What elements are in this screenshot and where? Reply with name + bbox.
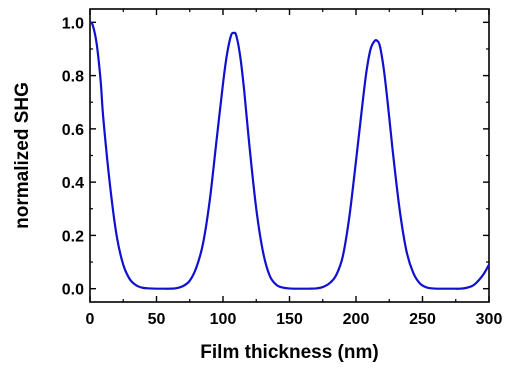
y-axis-ticks: 0.0 0.2 0.4 0.6 0.8 1.0 <box>62 15 489 299</box>
plot-frame <box>89 8 490 303</box>
y-axis-label: normalized SHG <box>12 82 33 229</box>
x-tick-label: 200 <box>343 311 370 328</box>
y-tick-label: 1.0 <box>62 15 84 32</box>
x-tick-label: 100 <box>210 311 237 328</box>
y-tick-label: 0.4 <box>62 175 84 192</box>
y-tick-label: 0.8 <box>62 69 84 86</box>
x-tick-label: 150 <box>276 311 303 328</box>
x-axis-label: Film thickness (nm) <box>200 342 378 363</box>
plot-area: 0 50 100 150 200 250 300 0.0 0.2 0.4 0.6 0.8 1.0 <box>62 8 503 328</box>
y-tick-label: 0.6 <box>62 122 84 139</box>
x-tick-label: 300 <box>476 311 503 328</box>
x-tick-label: 0 <box>86 311 95 328</box>
series-line <box>89 21 490 290</box>
y-tick-label: 0.2 <box>62 228 84 245</box>
x-tick-label: 50 <box>148 311 166 328</box>
x-tick-label: 250 <box>409 311 436 328</box>
y-tick-label: 0.0 <box>62 282 84 299</box>
x-axis-ticks: 0 50 100 150 200 250 300 <box>86 9 503 328</box>
series-layer <box>89 21 490 290</box>
